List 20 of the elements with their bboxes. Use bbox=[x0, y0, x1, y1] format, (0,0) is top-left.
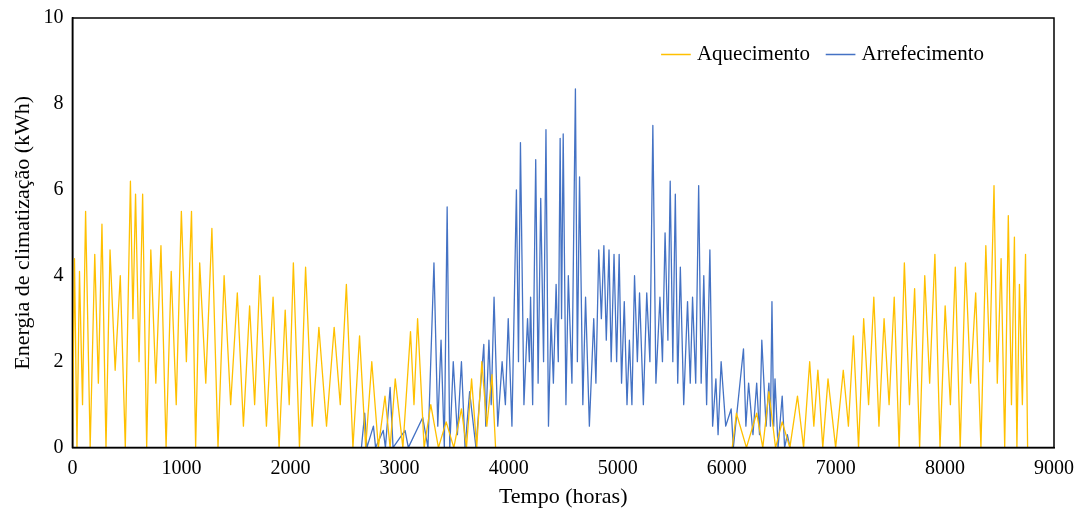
x-tick-label: 0 bbox=[67, 455, 78, 478]
y-tick-label: 8 bbox=[53, 91, 64, 114]
y-tick-label: 4 bbox=[53, 263, 64, 286]
x-tick-label: 3000 bbox=[379, 455, 420, 478]
x-tick-label: 9000 bbox=[1034, 455, 1074, 478]
x-axis-title: Tempo (horas) bbox=[498, 482, 628, 508]
x-tick-label: 1000 bbox=[161, 455, 202, 478]
y-axis-title: Energia de climatização (kWh) bbox=[8, 95, 34, 370]
y-tick-label: 0 bbox=[53, 434, 64, 457]
x-tick-label: 8000 bbox=[924, 455, 965, 478]
x-tick-label: 4000 bbox=[488, 455, 529, 478]
legend-label: Arrefecimento bbox=[861, 41, 985, 66]
x-tick-label: 7000 bbox=[815, 455, 856, 478]
legend-label: Aquecimento bbox=[696, 41, 811, 66]
x-tick-label: 5000 bbox=[597, 455, 638, 478]
y-tick-label: 6 bbox=[53, 177, 64, 200]
y-tick-label: 10 bbox=[43, 5, 64, 28]
x-tick-label: 2000 bbox=[270, 455, 311, 478]
y-tick-label: 2 bbox=[53, 348, 64, 371]
x-tick-label: 6000 bbox=[706, 455, 747, 478]
